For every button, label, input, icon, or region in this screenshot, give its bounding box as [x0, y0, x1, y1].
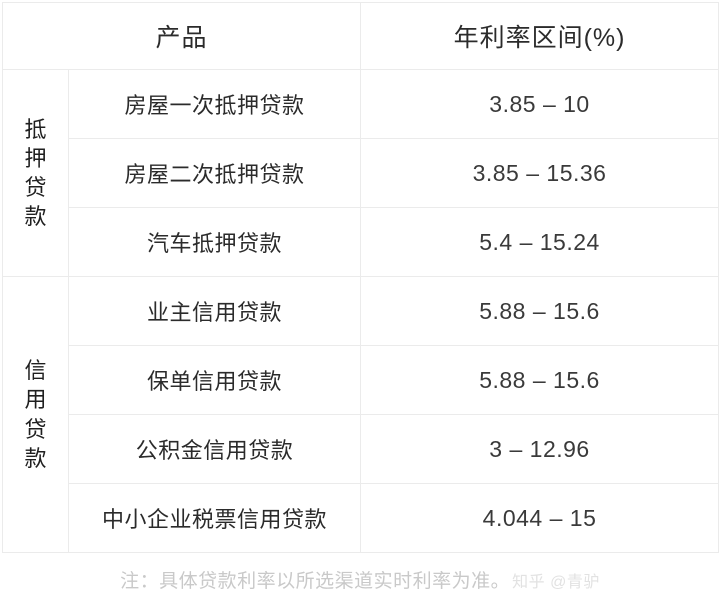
category-cell-credit: 信用贷款	[2, 276, 69, 553]
table-body: 抵押贷款 房屋一次抵押贷款 3.85 – 10 房屋二次抵押贷款 3.85 – …	[2, 69, 720, 553]
table-row: 保单信用贷款 5.88 – 15.6	[3, 345, 720, 415]
table-row: 房屋二次抵押贷款 3.85 – 15.36	[3, 138, 720, 208]
rate-cell: 5.88 – 15.6	[360, 276, 720, 346]
table-header: 产品 年利率区间(%)	[1, 2, 720, 70]
product-cell: 保单信用贷款	[67, 345, 362, 415]
product-cell: 房屋一次抵押贷款	[67, 69, 362, 139]
rate-cell: 5.88 – 15.6	[360, 345, 720, 415]
product-cell: 公积金信用贷款	[67, 414, 362, 484]
watermark-text: 知乎 @青驴	[512, 573, 600, 591]
footer-note: 注：具体贷款利率以所选渠道实时利率为准。 知乎 @青驴	[0, 548, 720, 611]
category-label: 抵押贷款	[24, 116, 47, 230]
table-row: 公积金信用贷款 3 – 12.96	[3, 414, 720, 484]
category-label: 信用贷款	[24, 358, 47, 471]
table-row: 信用贷款 业主信用贷款 5.88 – 15.6	[2, 276, 720, 553]
footer-note-text: 注：具体贷款利率以所选渠道实时利率为准。	[120, 571, 511, 592]
table-row: 抵押贷款 房屋一次抵押贷款 3.85 – 10	[2, 69, 720, 277]
product-cell: 房屋二次抵押贷款	[67, 138, 362, 208]
rate-cell: 3.85 – 10	[360, 69, 720, 139]
product-cell: 汽车抵押贷款	[67, 207, 362, 277]
column-header-rate: 年利率区间(%)	[360, 2, 720, 70]
column-header-product: 产品	[1, 2, 362, 70]
rate-cell: 3 – 12.96	[360, 414, 720, 484]
table-row: 中小企业税票信用贷款 4.044 – 15	[3, 483, 720, 553]
rate-cell: 3.85 – 15.36	[360, 138, 720, 208]
loan-rate-table: 产品 年利率区间(%) 抵押贷款 房屋一次抵押贷款 3.85 – 10 房屋二次…	[1, 2, 720, 553]
category-cell-mortgage: 抵押贷款	[2, 69, 69, 277]
rate-cell: 5.4 – 15.24	[360, 207, 720, 277]
table-header-row: 产品 年利率区间(%)	[1, 2, 720, 70]
table-row: 汽车抵押贷款 5.4 – 15.24	[3, 207, 720, 277]
rate-cell: 4.044 – 15	[360, 483, 720, 553]
product-cell: 业主信用贷款	[67, 276, 362, 346]
product-cell: 中小企业税票信用贷款	[67, 483, 362, 553]
